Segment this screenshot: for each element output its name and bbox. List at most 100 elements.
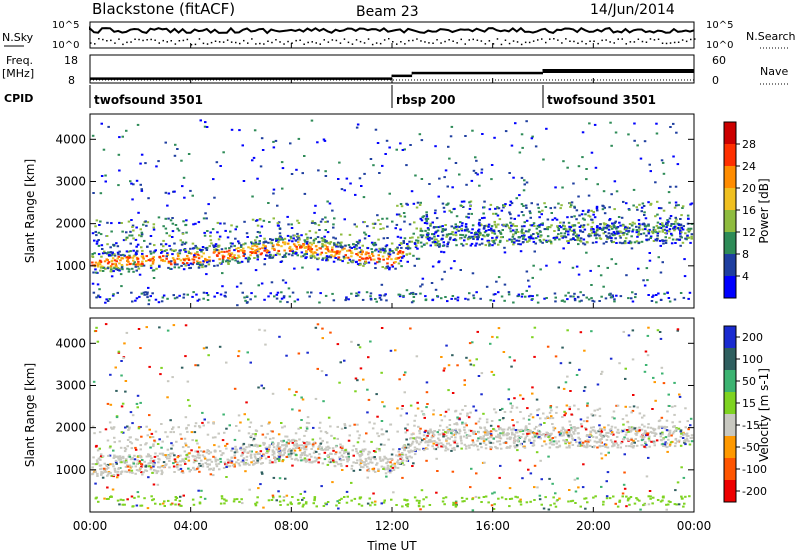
range-gate-cell bbox=[383, 443, 386, 446]
range-gate-cell bbox=[92, 380, 96, 383]
range-gate-cell bbox=[98, 447, 101, 450]
range-gate-cell bbox=[625, 229, 628, 232]
range-gate-cell bbox=[568, 446, 571, 449]
range-gate-cell bbox=[208, 245, 211, 248]
range-gate-cell bbox=[518, 459, 522, 462]
range-gate-cell bbox=[276, 243, 279, 246]
range-gate-cell bbox=[665, 442, 669, 445]
range-gate-cell bbox=[495, 280, 498, 283]
range-gate-cell bbox=[275, 239, 279, 242]
range-gate-cell bbox=[319, 220, 323, 223]
range-gate-cell bbox=[652, 294, 655, 297]
range-gate-cell bbox=[527, 230, 530, 233]
range-gate-cell bbox=[178, 252, 182, 255]
range-gate-cell bbox=[162, 225, 165, 228]
range-gate-cell bbox=[477, 229, 480, 232]
range-gate-cell bbox=[213, 264, 216, 267]
range-gate-cell bbox=[528, 210, 532, 213]
range-gate-cell bbox=[302, 497, 306, 499]
range-gate-cell bbox=[411, 440, 415, 443]
range-gate-cell bbox=[365, 459, 368, 462]
range-gate-cell bbox=[641, 416, 644, 419]
range-gate-cell bbox=[563, 414, 566, 417]
range-gate-cell bbox=[428, 431, 431, 434]
range-gate-cell bbox=[575, 209, 579, 212]
range-gate-cell bbox=[144, 465, 148, 468]
nsearch-point bbox=[311, 41, 313, 43]
range-gate-cell bbox=[206, 299, 210, 301]
range-gate-cell bbox=[187, 446, 190, 448]
range-gate-cell bbox=[242, 180, 246, 182]
range-gate-cell bbox=[682, 434, 685, 437]
range-gate-cell bbox=[325, 446, 328, 449]
range-gate-cell bbox=[464, 422, 467, 425]
range-gate-cell bbox=[171, 253, 174, 256]
range-gate-cell bbox=[337, 463, 340, 466]
range-gate-cell bbox=[586, 439, 589, 442]
range-gate-cell bbox=[622, 233, 625, 236]
range-gate-cell bbox=[584, 440, 588, 443]
cpid-segment-label: rbsp 200 bbox=[396, 93, 455, 107]
nsearch-point bbox=[319, 43, 321, 45]
range-gate-cell bbox=[387, 470, 390, 473]
range-gate-cell bbox=[303, 155, 306, 157]
range-gate-cell bbox=[553, 217, 557, 220]
range-gate-cell bbox=[314, 231, 318, 234]
range-gate-cell bbox=[136, 262, 140, 265]
range-gate-cell bbox=[578, 438, 582, 440]
nsearch-point bbox=[657, 38, 660, 40]
range-gate-cell bbox=[530, 137, 534, 140]
range-gate-cell bbox=[178, 249, 181, 252]
nsearch-point bbox=[367, 38, 370, 40]
range-gate-cell bbox=[303, 246, 307, 249]
range-gate-cell bbox=[642, 504, 645, 507]
range-gate-cell bbox=[194, 450, 197, 453]
range-gate-cell bbox=[166, 204, 169, 207]
range-gate-cell bbox=[458, 173, 461, 176]
range-gate-cell bbox=[628, 240, 632, 243]
range-gate-cell bbox=[335, 504, 338, 507]
range-gate-cell bbox=[400, 246, 403, 249]
range-gate-cell bbox=[275, 499, 278, 502]
range-gate-cell bbox=[330, 254, 333, 257]
range-gate-cell bbox=[492, 241, 495, 243]
range-gate-cell bbox=[640, 444, 643, 447]
range-gate-cell bbox=[514, 446, 517, 449]
range-gate-cell bbox=[540, 433, 543, 436]
range-gate-cell bbox=[223, 498, 226, 501]
range-gate-cell bbox=[132, 249, 135, 252]
range-gate-cell bbox=[239, 246, 243, 248]
range-gate-cell bbox=[233, 438, 237, 441]
range-gate-cell bbox=[472, 294, 475, 297]
range-gate-cell bbox=[113, 262, 116, 265]
range-gate-cell bbox=[441, 445, 445, 448]
range-gate-cell bbox=[465, 445, 468, 448]
range-gate-cell bbox=[380, 502, 383, 505]
range-gate-cell bbox=[385, 299, 388, 302]
nsearch-point bbox=[162, 39, 164, 42]
nsearch-point bbox=[585, 43, 587, 45]
range-gate-cell bbox=[245, 459, 248, 462]
range-gate-cell bbox=[338, 502, 341, 504]
range-gate-cell bbox=[274, 461, 277, 464]
range-gate-cell bbox=[579, 224, 583, 227]
range-gate-cell bbox=[139, 504, 142, 507]
range-gate-cell bbox=[471, 509, 475, 512]
range-gate-cell bbox=[150, 457, 153, 460]
range-gate-cell bbox=[647, 456, 650, 459]
range-gate-cell bbox=[228, 459, 231, 462]
range-gate-cell bbox=[612, 224, 616, 227]
range-gate-cell bbox=[127, 220, 131, 223]
range-gate-cell bbox=[474, 409, 478, 412]
range-gate-cell bbox=[238, 242, 241, 245]
range-gate-cell bbox=[399, 259, 403, 262]
range-gate-cell bbox=[269, 238, 272, 241]
range-gate-cell bbox=[303, 459, 306, 462]
range-gate-cell bbox=[661, 372, 664, 375]
range-gate-cell bbox=[262, 506, 265, 509]
range-gate-cell bbox=[124, 380, 128, 382]
range-gate-cell bbox=[388, 250, 392, 253]
range-gate-cell bbox=[308, 295, 311, 298]
range-gate-cell bbox=[374, 267, 377, 269]
range-gate-cell bbox=[437, 437, 440, 440]
